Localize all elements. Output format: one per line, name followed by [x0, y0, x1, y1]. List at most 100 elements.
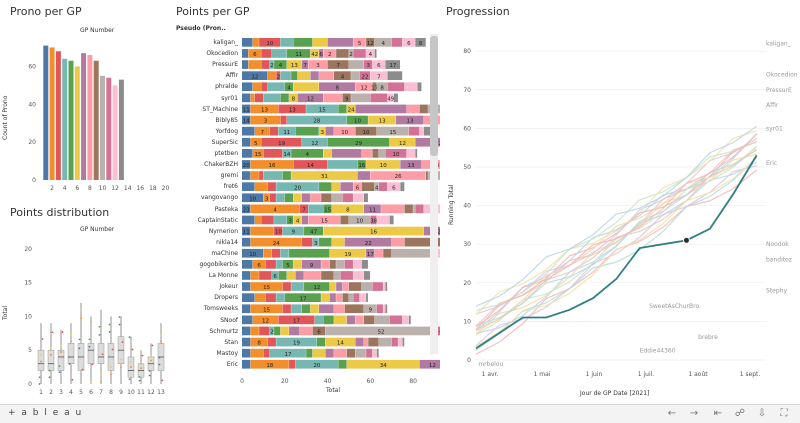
progression-bg-line [475, 146, 758, 332]
pseudo-label[interactable]: kaligan_ [213, 39, 238, 46]
stack-segment [271, 248, 281, 258]
progression-chart: 0 10 20 30 40 50 60 70 80 kaligan_ Okocedion Pressu… [463, 40, 797, 378]
pseudo-label[interactable]: maChine [211, 249, 238, 257]
stack-label: 4 [273, 208, 277, 214]
stack-label: 52 [378, 330, 385, 336]
pseudo-label[interactable]: SNoof [220, 316, 238, 324]
stack-segment [250, 171, 259, 180]
fullscreen-icon[interactable]: ⛶ [780, 408, 788, 419]
pseudo-label[interactable]: syr01 [221, 94, 238, 102]
pseudo-header[interactable]: Pseudo (Pron.. [176, 25, 226, 32]
stack-label: 38 [370, 219, 377, 225]
pseudo-label[interactable]: Pasteka [214, 205, 238, 213]
box-point [78, 347, 81, 350]
stack-segment [280, 93, 289, 103]
stack-segment [366, 248, 375, 258]
stack-label: 16 [358, 163, 365, 169]
stack-segment [242, 348, 251, 358]
pseudo-label[interactable]: Bibly85 [215, 116, 238, 124]
progression-series-label: kaligan_ [766, 40, 792, 47]
pseudo-label[interactable]: Yorfdog [215, 127, 238, 135]
stack-segment [336, 49, 349, 58]
revert-icon[interactable]: ⇤ [713, 408, 723, 419]
pseudo-label[interactable]: SuperSic [211, 138, 238, 146]
pseudo-label[interactable]: gogobikerbis [199, 261, 238, 268]
pseudo-label[interactable]: Mastoy [216, 349, 238, 357]
stack-segment [348, 60, 364, 69]
stack-segment [250, 104, 279, 114]
progression-series-label: banditoz [766, 257, 792, 264]
stack-segment [346, 104, 356, 114]
stack-segment [312, 348, 326, 358]
pseudo-label[interactable]: Dropers [214, 294, 238, 302]
box-point [100, 380, 102, 383]
box-point [70, 333, 72, 336]
pseudo-label[interactable]: Schmurtz [209, 327, 238, 335]
pseudo-label[interactable]: Eric [226, 360, 238, 368]
stack-label: 22 [362, 74, 369, 80]
pseudo-label[interactable]: ST_Machine [202, 105, 238, 113]
stack-label: 13 [379, 119, 386, 125]
pseudo-label[interactable]: La Monne [208, 272, 238, 280]
pseudo-label[interactable]: Stan [224, 338, 238, 346]
stack-segment [242, 160, 251, 169]
stack-segment [383, 248, 392, 258]
stack-segment [308, 60, 328, 69]
stack-segment [372, 60, 386, 69]
stack-segment [372, 348, 377, 358]
stack-label: 17 [293, 319, 300, 325]
pseudo-label[interactable]: CaptainStatic [197, 216, 238, 224]
stack-segment [263, 149, 283, 158]
redo-icon[interactable]: → [689, 408, 699, 419]
stack-segment [436, 326, 440, 336]
stack-segment [254, 215, 261, 225]
stack-segment [301, 193, 311, 203]
box-ytick: 0 [28, 381, 32, 388]
pseudo-label[interactable]: Affir [225, 72, 238, 80]
tableau-logo[interactable]: + a b l e a u [8, 408, 83, 418]
pseudo-label[interactable]: Nymerion [208, 227, 238, 235]
pseudo-label[interactable]: gremi [220, 172, 238, 180]
stack-segment [284, 293, 321, 302]
download-icon[interactable]: ⇩ [757, 408, 767, 419]
points-scrollbar-track[interactable] [430, 34, 438, 354]
share-icon[interactable]: ☍ [734, 408, 746, 419]
pseudo-label[interactable]: nikla14 [216, 238, 238, 246]
prono-subtitle: GP Number [80, 27, 115, 34]
stack-segment [254, 182, 268, 191]
stack-segment [252, 315, 279, 325]
undo-icon[interactable]: ← [667, 408, 677, 419]
box-point [58, 371, 61, 373]
stack-label: 15 [389, 130, 396, 136]
pseudo-label[interactable]: Okocedion [206, 50, 238, 58]
box-xtick: 8 [109, 389, 113, 396]
pseudo-label[interactable]: Tomsweeks [203, 305, 238, 313]
stack-segment [242, 137, 251, 147]
pseudo-label[interactable]: Jokeur [219, 283, 238, 291]
prono-bar [43, 45, 49, 180]
progression-bg-line [475, 133, 758, 331]
stack-label: 17 [371, 85, 378, 91]
stack-segment [312, 326, 326, 336]
pseudo-label[interactable]: fret6 [223, 183, 238, 191]
pseudo-label[interactable]: vangovango [200, 194, 238, 202]
pseudo-label[interactable]: ChakerBZH [204, 161, 238, 169]
pseudo-label[interactable]: phralde [215, 83, 238, 91]
prono-bar [112, 85, 118, 180]
points-scrollbar-thumb[interactable] [430, 36, 438, 156]
pseudo-label[interactable]: PressurE [212, 61, 238, 69]
stack-segment [353, 260, 362, 269]
stack-label: 20 [313, 363, 320, 369]
stack-segment [323, 93, 343, 103]
stack-segment [252, 149, 264, 158]
box-point [150, 359, 152, 362]
stack-segment [261, 82, 268, 92]
box-iqr [37, 349, 45, 371]
stack-segment [276, 337, 317, 347]
stack-segment [348, 282, 362, 291]
stack-label: 7 [302, 208, 306, 214]
pseudo-label[interactable]: ptetben [214, 150, 238, 157]
box-point [88, 345, 91, 348]
stack-label: 12 [307, 97, 314, 103]
